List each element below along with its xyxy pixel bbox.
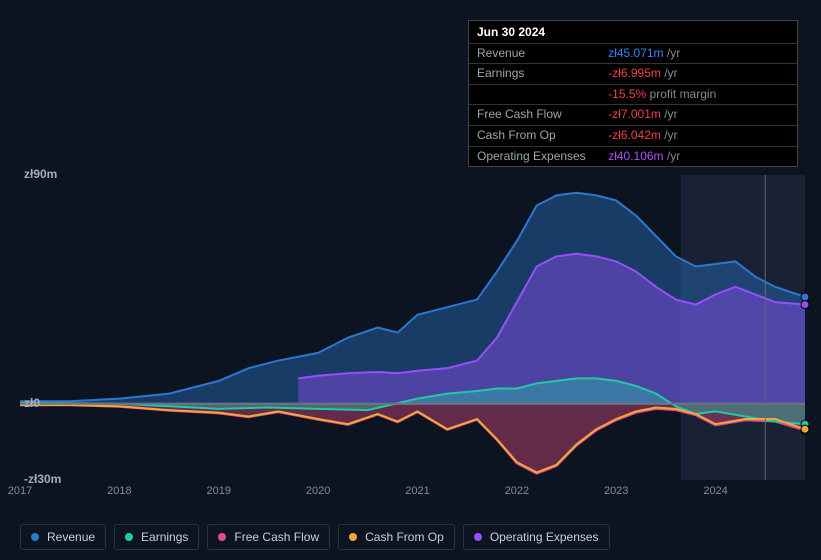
y-axis-label: zł90m [24,167,57,181]
tooltip-row-value: -15.5% profit margin [600,84,797,105]
legend-item[interactable]: Earnings [114,524,199,550]
legend-dot-icon [31,533,39,541]
chart-tooltip: Jun 30 2024 Revenuezł45.071m /yrEarnings… [468,20,798,167]
legend-label: Revenue [47,530,95,544]
tooltip-row-label: Earnings [469,64,600,85]
x-axis-label: 2019 [206,485,230,497]
legend-label: Free Cash Flow [234,530,319,544]
legend-dot-icon [474,533,482,541]
x-axis-label: 2020 [306,485,330,497]
tooltip-row-label: Free Cash Flow [469,105,600,126]
tooltip-row-value: -zł6.042m /yr [600,125,797,146]
legend-item[interactable]: Free Cash Flow [207,524,330,550]
legend-item[interactable]: Cash From Op [338,524,455,550]
legend-label: Earnings [141,530,188,544]
x-axis-label: 2018 [107,485,131,497]
legend-dot-icon [125,533,133,541]
x-axis-label: 2022 [505,485,529,497]
x-axis-label: 2023 [604,485,628,497]
tooltip-row-value: zł45.071m /yr [600,43,797,64]
legend-label: Operating Expenses [490,530,599,544]
legend-dot-icon [349,533,357,541]
series-end-dot-revenue [801,293,809,301]
chart-legend: Revenue Earnings Free Cash Flow Cash From O… [20,524,610,550]
tooltip-row-value: -zł6.995m /yr [600,64,797,85]
series-end-dot-cashop [801,425,809,433]
tooltip-row-label: Operating Expenses [469,146,600,166]
series-end-dot-opex [801,301,809,309]
tooltip-table: Revenuezł45.071m /yrEarnings-zł6.995m /y… [469,43,797,167]
tooltip-row-label [469,84,600,105]
legend-label: Cash From Op [365,530,444,544]
legend-item[interactable]: Revenue [20,524,106,550]
tooltip-row-value: zł40.106m /yr [600,146,797,166]
x-axis-label: 2024 [703,485,727,497]
legend-dot-icon [218,533,226,541]
tooltip-row-value: -zł7.001m /yr [600,105,797,126]
legend-item[interactable]: Operating Expenses [463,524,610,550]
x-axis-label: 2017 [8,485,32,497]
tooltip-row-label: Cash From Op [469,125,600,146]
x-axis-label: 2021 [405,485,429,497]
y-axis-label: -zł30m [24,472,61,486]
tooltip-date: Jun 30 2024 [469,21,797,43]
tooltip-row-label: Revenue [469,43,600,64]
y-axis-label: zł0 [24,396,40,410]
